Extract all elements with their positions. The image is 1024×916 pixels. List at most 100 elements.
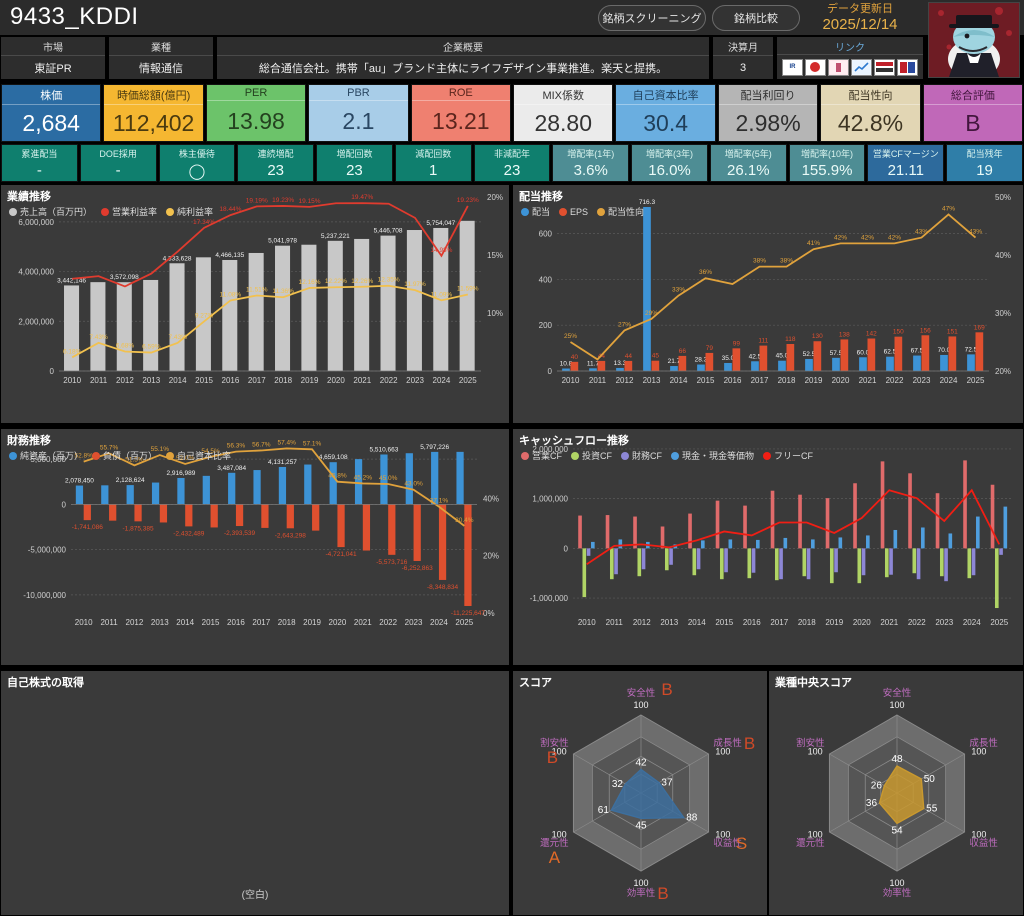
bar[interactable] (880, 461, 885, 549)
bar[interactable] (889, 548, 893, 575)
bar[interactable] (778, 360, 786, 371)
bar[interactable] (286, 504, 294, 529)
bar[interactable] (235, 504, 244, 527)
financial-chart[interactable]: 5,000,000 0 -5,000,000 -10,000,000 0% 20% 40% 2… (1, 429, 509, 635)
bar[interactable] (948, 533, 953, 549)
bar[interactable] (329, 462, 337, 505)
bar[interactable] (813, 341, 822, 371)
bar[interactable] (605, 515, 610, 549)
compare-button[interactable]: 銘柄比較 (712, 5, 800, 31)
bar[interactable] (853, 483, 857, 549)
bar[interactable] (701, 540, 705, 549)
bar[interactable] (999, 548, 1003, 555)
bar[interactable] (976, 516, 980, 549)
legend-item[interactable]: 現金・現金等価物 (671, 449, 754, 462)
legend-item[interactable]: 売上高（百万円） (9, 205, 92, 218)
bar[interactable] (210, 504, 218, 528)
bar[interactable] (616, 367, 624, 371)
bar[interactable] (747, 548, 752, 579)
bar[interactable] (228, 472, 236, 505)
bar[interactable] (651, 360, 660, 371)
bar[interactable] (724, 548, 728, 573)
bar[interactable] (967, 354, 975, 371)
legend-item[interactable]: 純資産（百万） (9, 449, 83, 462)
legend-item[interactable]: 負債（百万） (92, 449, 157, 462)
bar[interactable] (893, 529, 898, 549)
bar[interactable] (609, 548, 614, 580)
bar[interactable] (912, 548, 917, 574)
bar[interactable] (459, 220, 475, 371)
bar[interactable] (327, 240, 343, 371)
legend-item[interactable]: 営業利益率 (101, 205, 157, 218)
bar[interactable] (406, 230, 422, 371)
bar[interactable] (743, 505, 747, 549)
bar[interactable] (83, 504, 91, 521)
bar[interactable] (867, 338, 876, 371)
bar[interactable] (939, 548, 944, 577)
bar[interactable] (278, 466, 287, 505)
bar[interactable] (664, 548, 669, 571)
bar[interactable] (354, 459, 363, 505)
legend-item[interactable]: 配当 (521, 205, 550, 218)
bar[interactable] (582, 548, 587, 598)
bar[interactable] (829, 548, 834, 584)
bar[interactable] (90, 282, 106, 371)
bar[interactable] (109, 504, 117, 521)
bar[interactable] (456, 451, 464, 505)
line-series[interactable] (83, 447, 465, 527)
bar[interactable] (696, 548, 701, 570)
bar[interactable] (886, 356, 894, 371)
bar[interactable] (751, 361, 759, 371)
bar[interactable] (806, 548, 811, 580)
bar[interactable] (697, 364, 705, 371)
bar[interactable] (834, 548, 838, 573)
bar[interactable] (388, 504, 396, 555)
bar[interactable] (143, 279, 159, 371)
bar[interactable] (570, 361, 579, 371)
bar[interactable] (908, 473, 912, 549)
bar[interactable] (637, 548, 642, 577)
industry-score-radar-chart[interactable]: 安全性 100 48 成長性 100 50 収益性 100 55 効率性 100 54 還元性 100 36… (769, 671, 1023, 903)
bar[interactable] (678, 355, 687, 371)
bar[interactable] (261, 504, 269, 528)
bar[interactable] (994, 548, 999, 609)
bar[interactable] (967, 548, 972, 579)
bar[interactable] (770, 490, 775, 549)
yutai-link-icon[interactable] (897, 58, 918, 76)
bar[interactable] (724, 362, 732, 371)
bar[interactable] (578, 515, 582, 549)
minkabu-link-icon[interactable] (851, 58, 872, 76)
bar[interactable] (275, 245, 291, 371)
bar[interactable] (1003, 506, 1008, 549)
legend-item[interactable]: EPS (559, 207, 588, 217)
bar[interactable] (811, 539, 815, 549)
bar[interactable] (884, 548, 889, 578)
bar[interactable] (312, 504, 320, 531)
bar[interactable] (913, 355, 921, 371)
bar[interactable] (380, 454, 388, 505)
bar[interactable] (618, 539, 623, 549)
bar[interactable] (464, 504, 472, 606)
bar[interactable] (832, 357, 840, 371)
bar[interactable] (688, 513, 692, 549)
bar[interactable] (838, 537, 843, 549)
bar[interactable] (354, 238, 370, 371)
irbank-link-icon[interactable]: IR (782, 58, 803, 76)
bar[interactable] (692, 548, 697, 576)
bar[interactable] (169, 263, 185, 371)
bar[interactable] (894, 336, 903, 371)
bar[interactable] (779, 548, 783, 580)
bar[interactable] (614, 548, 618, 575)
bar[interactable] (751, 548, 756, 573)
legend-item[interactable]: 投資CF (571, 449, 612, 462)
bar[interactable] (177, 477, 185, 505)
bar[interactable] (857, 548, 862, 584)
bar[interactable] (786, 343, 795, 371)
bar[interactable] (185, 504, 193, 527)
bar[interactable] (669, 548, 673, 565)
radar-data-polygon[interactable] (610, 768, 686, 819)
bar[interactable] (222, 259, 238, 371)
bar[interactable] (670, 366, 678, 371)
bar[interactable] (861, 548, 866, 576)
bar[interactable] (337, 504, 345, 548)
